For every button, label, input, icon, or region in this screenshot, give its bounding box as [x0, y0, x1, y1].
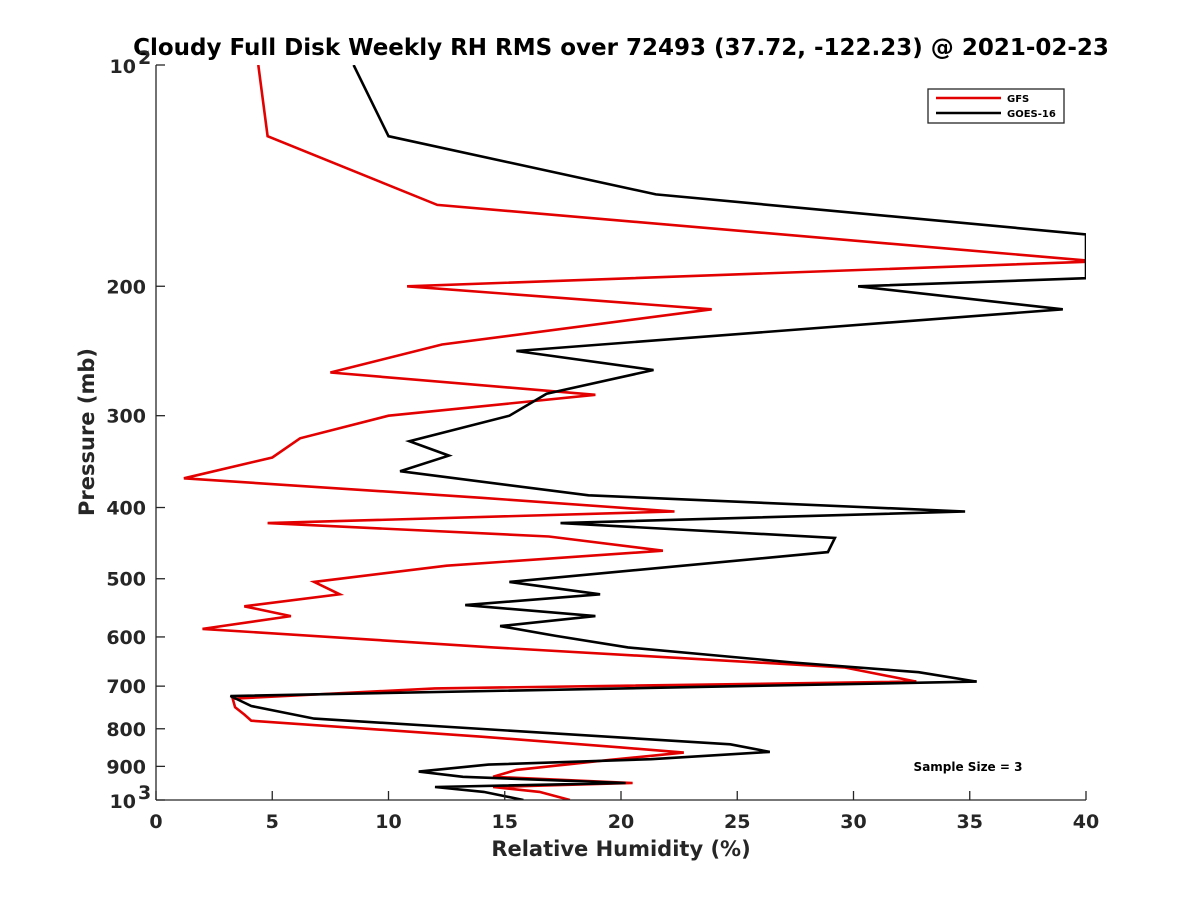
series-line-goes-16	[229, 65, 1086, 800]
legend: GFS GOES-16	[927, 88, 1065, 124]
legend-label: GFS	[1007, 94, 1029, 105]
legend-box	[927, 88, 1065, 124]
y-tick-label: 600	[106, 627, 146, 649]
legend-label: GOES-16	[1007, 109, 1056, 120]
y-tick-label: 400	[106, 498, 146, 520]
y-tick-label: 500	[106, 569, 146, 591]
series-layer	[183, 65, 1086, 800]
x-tick-label: 35	[957, 811, 983, 833]
chart-title: Cloudy Full Disk Weekly RH RMS over 7249…	[133, 35, 1109, 61]
y-tick-label: 200	[106, 276, 146, 298]
y-axis-label: Pressure (mb)	[75, 348, 99, 516]
sample-size-annotation: Sample Size = 3	[914, 760, 1023, 774]
x-tick-label: 40	[1073, 811, 1099, 833]
x-tick-label: 0	[149, 811, 162, 833]
series-line-gfs	[183, 65, 1086, 800]
y-tick-label: 10	[110, 791, 136, 813]
y-tick-exponent: 2	[138, 47, 151, 69]
x-tick-label: 30	[840, 811, 866, 833]
y-tick-label: 900	[106, 756, 146, 778]
y-tick-exponent: 3	[138, 782, 151, 804]
x-tick-label: 10	[375, 811, 401, 833]
y-tick-label: 700	[106, 676, 146, 698]
x-tick-label: 5	[266, 811, 279, 833]
x-tick-label: 15	[492, 811, 518, 833]
y-tick-label: 300	[106, 406, 146, 428]
x-tick-label: 25	[724, 811, 750, 833]
x-tick-label: 20	[608, 811, 634, 833]
y-tick-label: 10	[110, 56, 136, 78]
x-axis-label: Relative Humidity (%)	[491, 837, 750, 861]
y-tick-label: 800	[106, 719, 146, 741]
